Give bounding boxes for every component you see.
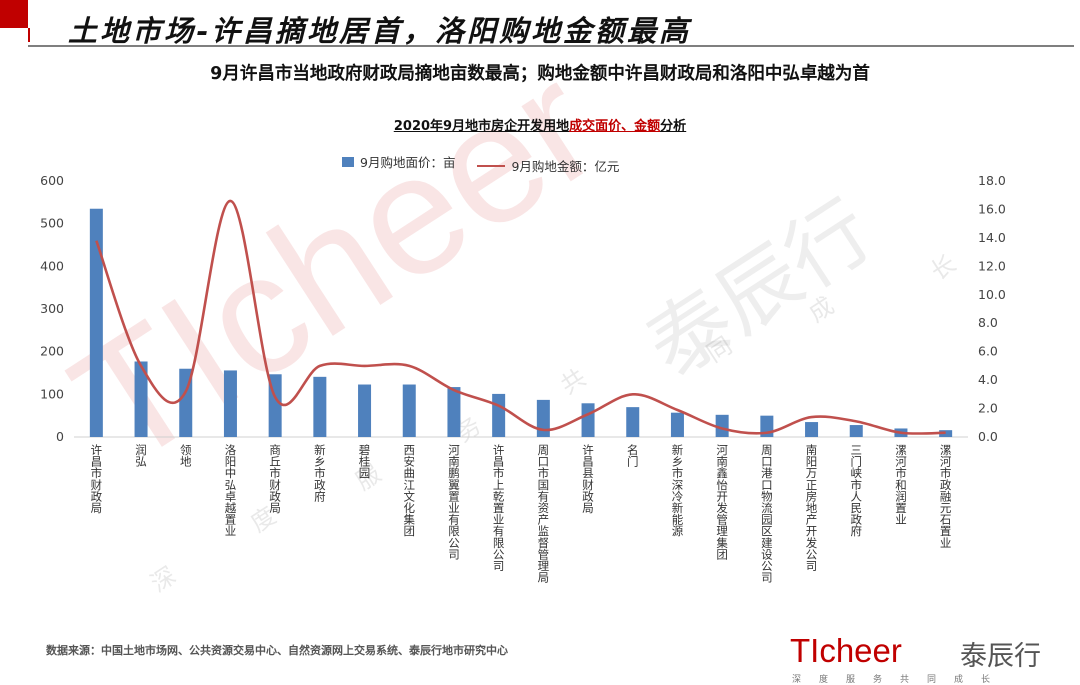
- y-right-tick-label: 4.0: [978, 372, 998, 387]
- x-tick-label: 领地: [180, 443, 192, 469]
- y-right-tick-label: 12.0: [978, 258, 1006, 273]
- line-series-path: [96, 201, 945, 434]
- bar-mark: [403, 385, 416, 437]
- x-tick-label: 河南鹏翼置业有限公司: [448, 443, 460, 561]
- bar-mark: [671, 413, 684, 437]
- y-left-tick-label: 400: [40, 258, 64, 273]
- bar-mark: [805, 422, 818, 437]
- y-right-tick-label: 18.0: [978, 173, 1006, 188]
- x-tick-label: 西安曲江文化集团: [404, 443, 416, 538]
- data-source-note: 数据来源：中国土地市场网、公共资源交易中心、自然资源网上交易系统、泰辰行地市研究…: [46, 642, 508, 658]
- x-tick-label: 许昌市财政局: [91, 443, 103, 515]
- y-left-tick-label: 300: [40, 301, 64, 316]
- x-tick-label: 漯河市和润置业: [895, 443, 907, 527]
- x-tick-label: 洛阳中弘卓越置业: [225, 443, 237, 538]
- x-tick-label: 周口市国有资产监督管理局: [538, 443, 550, 585]
- logo-wordmark: TIcheer: [790, 632, 902, 670]
- logo-chinese-name: 泰辰行: [960, 634, 1041, 673]
- y-right-tick-label: 2.0: [978, 401, 998, 416]
- x-tick-label: 商丘市财政局: [269, 443, 281, 515]
- bar-mark: [313, 377, 326, 437]
- x-tick-label: 周口港口物流园区建设公司: [761, 443, 773, 585]
- x-tick-label: 许昌市上乾置业有限公司: [493, 443, 505, 573]
- y-right-tick-label: 0.0: [978, 429, 998, 444]
- y-right-tick-label: 14.0: [978, 230, 1006, 245]
- x-tick-label: 润弘: [135, 443, 147, 469]
- x-tick-label: 河南鑫怡开发管理集团: [716, 443, 728, 561]
- bar-mark: [224, 370, 237, 437]
- bar-mark: [492, 394, 505, 437]
- y-right-tick-label: 8.0: [978, 315, 998, 330]
- y-left-tick-label: 0: [56, 429, 64, 444]
- x-tick-label: 许昌县财政局: [582, 443, 594, 515]
- logo-tagline: 深度服务共同成长: [792, 672, 1008, 685]
- bar-mark: [626, 407, 639, 437]
- bar-mark: [358, 385, 371, 437]
- brand-logo: TIcheer 泰辰行 深度服务共同成长: [790, 632, 1080, 684]
- y-left-tick-label: 100: [40, 386, 64, 401]
- x-tick-label: 漯河市政融元石置业: [940, 443, 952, 550]
- x-tick-label: 新乡市深冷新能源: [672, 443, 684, 538]
- bar-mark: [850, 425, 863, 437]
- bar-mark: [537, 400, 550, 437]
- y-left-tick-label: 200: [40, 344, 64, 359]
- x-tick-label: 新乡市政府: [314, 443, 326, 503]
- bar-mark: [447, 387, 460, 437]
- y-right-tick-label: 6.0: [978, 344, 998, 359]
- x-tick-label: 南阳万正房地产开发公司: [806, 443, 818, 573]
- logo-cheer: cheer: [819, 632, 902, 669]
- y-left-tick-label: 600: [40, 173, 64, 188]
- y-right-tick-label: 16.0: [978, 201, 1006, 216]
- x-tick-label: 三门峡市人民政府: [851, 443, 863, 538]
- bar-mark: [582, 403, 595, 437]
- y-left-tick-label: 500: [40, 216, 64, 231]
- y-right-tick-label: 10.0: [978, 287, 1006, 302]
- logo-ti: TI: [790, 632, 819, 669]
- x-tick-label: 碧桂园: [359, 443, 371, 480]
- x-tick-label: 名门: [627, 443, 639, 469]
